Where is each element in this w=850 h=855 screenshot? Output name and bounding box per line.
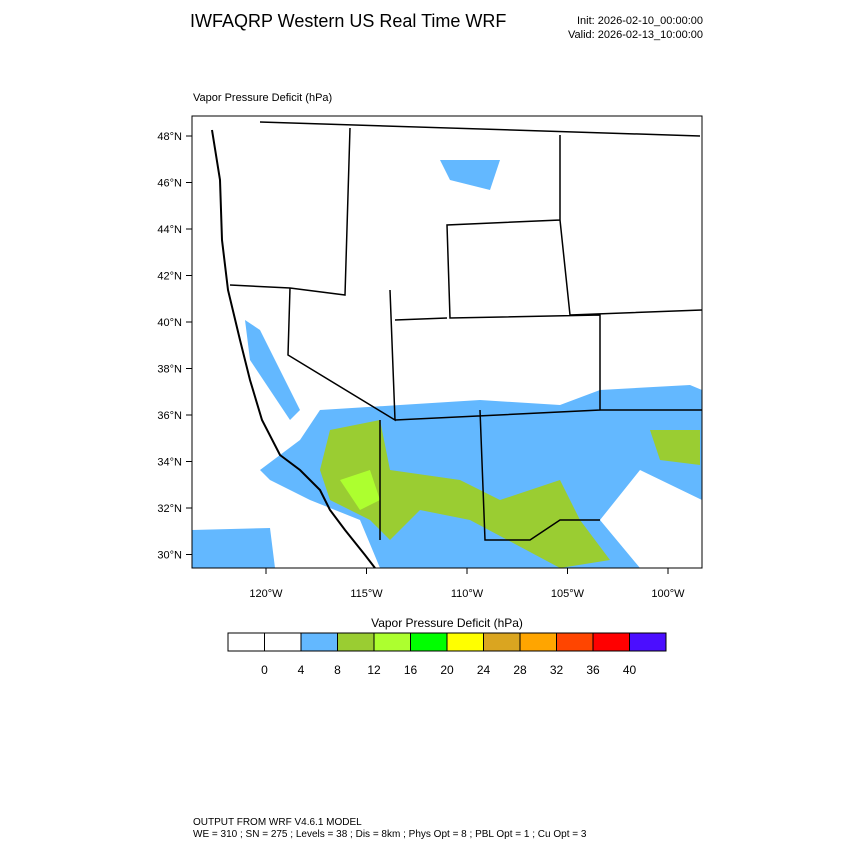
lon-label: 115°W — [350, 588, 383, 600]
colorbar-box — [556, 632, 594, 652]
colorbar-box — [629, 632, 667, 652]
lat-label: 34°N — [157, 457, 182, 469]
colorbar-box — [300, 632, 338, 652]
colorbar-box — [410, 632, 448, 652]
colorbar: 0 4 8 12 16 20 24 28 32 36 40 — [227, 632, 667, 677]
colorbar-label: 12 — [367, 663, 381, 677]
colorbar-title: Vapor Pressure Deficit (hPa) — [371, 616, 523, 630]
shade-east — [650, 430, 700, 465]
colorbar-box — [592, 632, 630, 652]
lon-label: 110°W — [451, 588, 484, 600]
colorbar-box — [519, 632, 557, 652]
map — [191, 115, 703, 569]
shade-montana — [440, 160, 500, 190]
colorbar-box — [446, 632, 484, 652]
colorbar-label: 8 — [334, 663, 341, 677]
lat-label: 46°N — [157, 178, 182, 190]
shade-ocean — [192, 528, 275, 568]
state-borders — [229, 121, 703, 541]
colorbar-label: 0 — [261, 663, 268, 677]
map-frame — [191, 115, 703, 569]
lat-label: 30°N — [157, 550, 182, 562]
coastline — [211, 129, 376, 569]
lat-label: 48°N — [157, 131, 182, 143]
colorbar-label: 28 — [513, 663, 527, 677]
lat-label: 40°N — [157, 317, 182, 329]
colorbar-box — [227, 632, 265, 652]
footer-line2: WE = 310 ; SN = 275 ; Levels = 38 ; Dis … — [193, 829, 587, 840]
colorbar-box — [373, 632, 411, 652]
shade-green — [320, 420, 610, 568]
colorbar-label: 36 — [586, 663, 600, 677]
shade-valley — [245, 320, 300, 420]
colorbar-label: 32 — [550, 663, 564, 677]
colorbar-label: 40 — [623, 663, 637, 677]
colorbar-label: 16 — [404, 663, 418, 677]
valid-time: Valid: 2026-02-13_10:00:00 — [568, 29, 703, 41]
colorbar-label: 24 — [477, 663, 491, 677]
lon-label: 105°W — [551, 588, 585, 600]
map-label: Vapor Pressure Deficit (hPa) — [193, 92, 332, 104]
footer-line1: OUTPUT FROM WRF V4.6.1 MODEL — [193, 817, 362, 828]
colorbar-box — [337, 632, 375, 652]
lon-label: 100°W — [651, 588, 685, 600]
title: IWFAQRP Western US Real Time WRF — [190, 11, 506, 31]
lat-label: 38°N — [157, 364, 182, 376]
colorbar-label: 20 — [440, 663, 454, 677]
lat-label: 44°N — [157, 224, 182, 236]
axes: 48°N 46°N 44°N 42°N 40°N 38°N 36°N 34°N 32°N 30°N… — [157, 131, 685, 600]
lat-label: 36°N — [157, 410, 182, 422]
shade-lime — [340, 470, 380, 510]
lat-label: 42°N — [157, 271, 182, 283]
lat-label: 32°N — [157, 503, 182, 515]
lon-label: 120°W — [249, 588, 283, 600]
colorbar-box — [264, 632, 302, 652]
colorbar-box — [483, 632, 521, 652]
colorbar-label: 4 — [298, 663, 305, 677]
init-time: Init: 2026-02-10_00:00:00 — [577, 15, 703, 27]
